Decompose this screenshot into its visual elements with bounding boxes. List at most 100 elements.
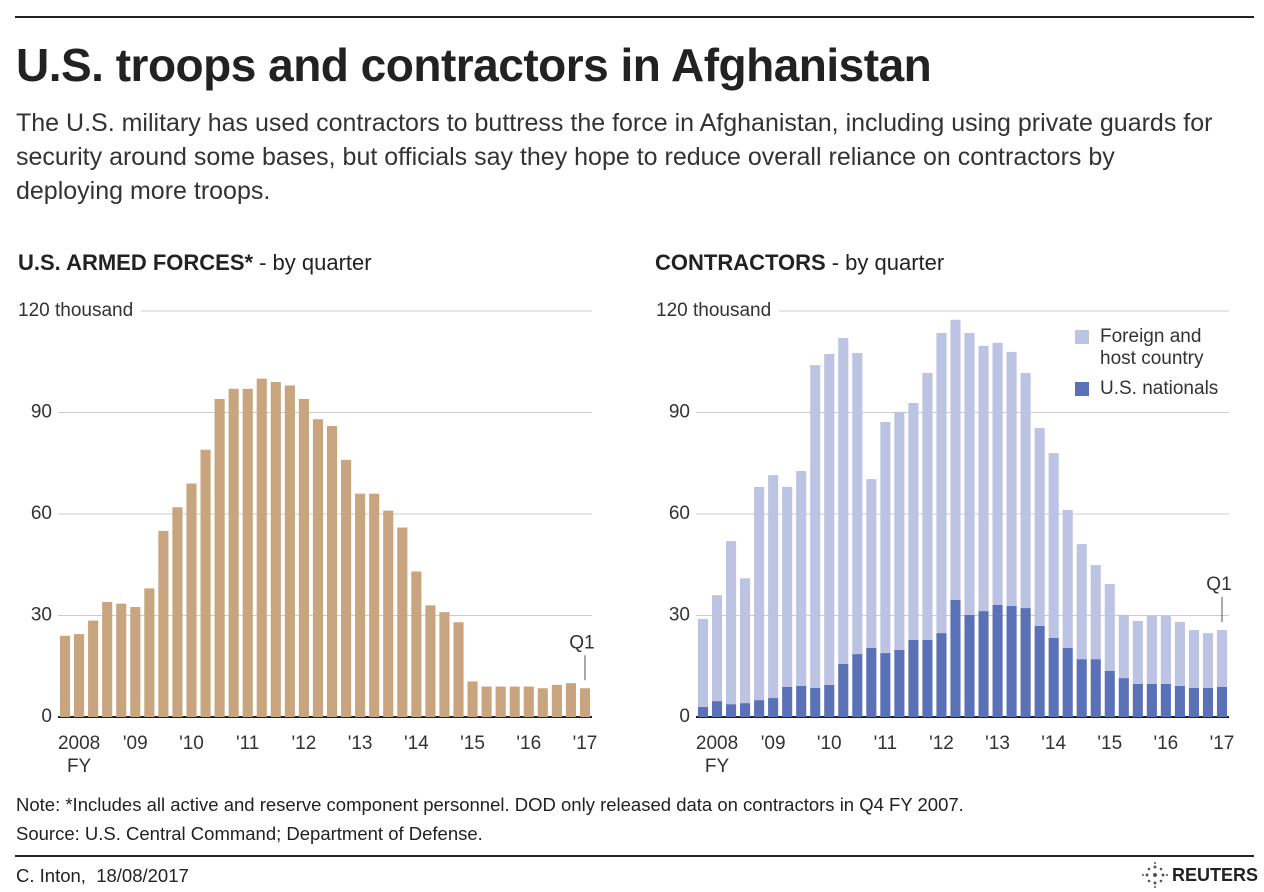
bar-segment bbox=[1118, 614, 1129, 679]
bar bbox=[565, 683, 576, 717]
bar-segment bbox=[711, 701, 723, 717]
bar bbox=[383, 510, 394, 717]
source: Source: U.S. Central Command; Department… bbox=[16, 823, 483, 844]
bar-segment bbox=[880, 421, 891, 654]
chart-heading: CONTRACTORS - by quarter bbox=[655, 250, 944, 276]
x-tick-label: '12 bbox=[292, 733, 317, 754]
x-tick-label: 2008 bbox=[58, 733, 100, 754]
bar bbox=[312, 419, 324, 717]
chart-subtitle: - by quarter bbox=[831, 250, 945, 275]
x-tick-label: '11 bbox=[874, 733, 897, 754]
x-tick-label: '10 bbox=[817, 733, 842, 754]
bar-segment bbox=[964, 614, 975, 717]
y-tick-label: 90 bbox=[669, 402, 690, 423]
bar bbox=[453, 622, 464, 717]
x-tick-label: '17 bbox=[573, 733, 598, 754]
bar-segment bbox=[1160, 615, 1171, 684]
bar bbox=[439, 612, 450, 717]
bar-segment bbox=[1174, 621, 1185, 686]
bar-segment bbox=[824, 353, 835, 685]
bar-segment bbox=[978, 345, 989, 612]
x-tick-label: 2008 bbox=[696, 733, 738, 754]
y-tick-label: 120 thousand bbox=[18, 300, 133, 321]
legend-label: U.S. nationals bbox=[1100, 378, 1219, 399]
headline: U.S. troops and contractors in Afghanist… bbox=[16, 39, 932, 91]
bar-segment bbox=[1216, 686, 1228, 717]
bar-segment bbox=[796, 685, 807, 717]
note: Note: *Includes all active and reserve c… bbox=[16, 794, 964, 815]
bar-segment bbox=[782, 686, 793, 717]
x-tick-label: '10 bbox=[179, 733, 204, 754]
bar-segment bbox=[697, 706, 709, 717]
legend-swatch bbox=[1075, 382, 1089, 396]
bar bbox=[425, 605, 436, 717]
bar bbox=[509, 686, 520, 717]
bar-segment bbox=[810, 687, 821, 717]
x-tick-label: '09 bbox=[123, 733, 148, 754]
bar-segment bbox=[1188, 687, 1199, 717]
x-tick-label: '17 bbox=[1210, 733, 1235, 754]
y-tick-label: 120 thousand bbox=[656, 300, 771, 321]
bar bbox=[326, 426, 338, 717]
bar-segment bbox=[852, 352, 863, 655]
bar-segment bbox=[1160, 683, 1171, 717]
bar bbox=[158, 530, 169, 717]
bar-segment bbox=[922, 372, 933, 640]
x-tick-label: '15 bbox=[460, 733, 485, 754]
description: The U.S. military has used contractors t… bbox=[16, 109, 1213, 205]
x-tick-label: '16 bbox=[1153, 733, 1178, 754]
bar-segment bbox=[1034, 625, 1045, 717]
bar-segment bbox=[894, 411, 905, 651]
bar-segment bbox=[964, 332, 975, 615]
logo: REUTERS bbox=[1172, 865, 1259, 885]
bar-segment bbox=[1216, 630, 1228, 687]
x-tick-label: '14 bbox=[404, 733, 429, 754]
bar-segment bbox=[768, 475, 779, 699]
bar bbox=[59, 635, 71, 717]
bar bbox=[467, 681, 478, 717]
bar-segment bbox=[1090, 659, 1101, 717]
x-tick-label: '15 bbox=[1097, 733, 1122, 754]
x-tick-label: '11 bbox=[236, 733, 259, 754]
bar bbox=[369, 493, 380, 717]
bar-segment bbox=[866, 479, 877, 648]
bar-segment bbox=[1132, 620, 1143, 684]
bar-segment bbox=[1202, 633, 1214, 688]
bar-segment bbox=[726, 541, 737, 705]
x-tick-label: '14 bbox=[1041, 733, 1066, 754]
legend-label: Foreign and host country bbox=[1100, 326, 1204, 369]
bar bbox=[256, 378, 267, 717]
bar-segment bbox=[894, 650, 905, 717]
bar bbox=[537, 688, 548, 717]
bar-segment bbox=[936, 332, 947, 634]
bar bbox=[172, 507, 183, 717]
bar bbox=[341, 459, 352, 717]
bar-segment bbox=[1048, 637, 1059, 717]
bar-segment bbox=[1146, 615, 1157, 684]
bar-segment bbox=[978, 611, 989, 717]
bar bbox=[298, 398, 309, 717]
x-axis-note: FY bbox=[67, 756, 92, 777]
bar-segment bbox=[810, 365, 821, 688]
bar-segment bbox=[1062, 647, 1073, 717]
bar-segment bbox=[908, 403, 919, 640]
bar-segment bbox=[740, 703, 751, 717]
logo-icon bbox=[1142, 862, 1168, 888]
bar-segment bbox=[922, 639, 933, 717]
bar bbox=[523, 686, 534, 717]
bar-segment bbox=[1104, 670, 1115, 717]
bar-segment bbox=[1118, 678, 1129, 717]
bar bbox=[228, 388, 239, 717]
bar-segment bbox=[992, 605, 1003, 717]
chart-title: U.S. ARMED FORCES* bbox=[18, 250, 254, 275]
bar bbox=[214, 398, 225, 717]
bar bbox=[144, 588, 155, 717]
bar-segment bbox=[1104, 584, 1115, 671]
chart-title: CONTRACTORS bbox=[655, 250, 826, 275]
bar-segment bbox=[1146, 683, 1157, 717]
bar bbox=[74, 634, 85, 717]
bar-segment bbox=[852, 654, 863, 717]
bar bbox=[284, 385, 295, 717]
